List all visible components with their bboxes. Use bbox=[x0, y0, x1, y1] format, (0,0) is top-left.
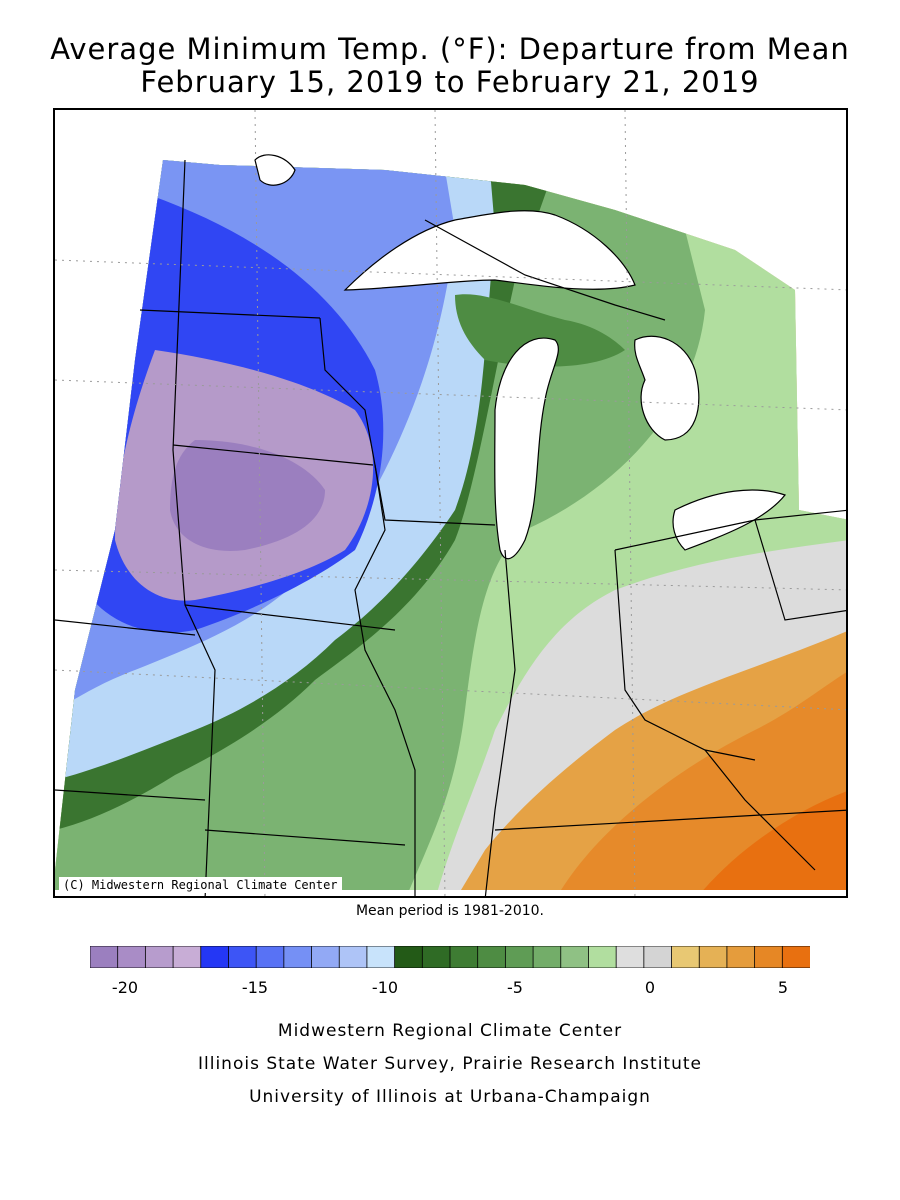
map-title: Average Minimum Temp. (°F): Departure fr… bbox=[50, 32, 850, 66]
legend-tick-label: 5 bbox=[777, 978, 789, 997]
legend-swatch bbox=[311, 946, 341, 968]
legend-swatch bbox=[477, 946, 507, 968]
legend-swatch bbox=[615, 946, 645, 968]
footer-university: University of Illinois at Urbana-Champai… bbox=[249, 1087, 651, 1107]
legend-swatch bbox=[726, 946, 756, 968]
temperature-departure-map bbox=[55, 110, 846, 896]
legend-swatch bbox=[144, 946, 174, 968]
legend-swatch bbox=[228, 946, 258, 968]
grid-lines bbox=[55, 110, 846, 896]
legend-swatch bbox=[449, 946, 479, 968]
legend-swatch bbox=[200, 946, 230, 968]
legend-tick-label: -5 bbox=[507, 978, 523, 997]
legend-swatch bbox=[532, 946, 562, 968]
legend-swatch bbox=[698, 946, 728, 968]
color-legend bbox=[90, 946, 810, 968]
legend-swatch bbox=[588, 946, 618, 968]
legend-swatch bbox=[421, 946, 451, 968]
footer-survey: Illinois State Water Survey, Prairie Res… bbox=[198, 1054, 702, 1074]
legend-swatch bbox=[172, 946, 202, 968]
lake-huron bbox=[634, 335, 700, 441]
state-boundaries bbox=[55, 159, 846, 896]
legend-swatch bbox=[366, 946, 396, 968]
legend-swatch bbox=[781, 946, 810, 968]
legend-swatch bbox=[754, 946, 784, 968]
legend-swatch bbox=[283, 946, 313, 968]
footer-org: Midwestern Regional Climate Center bbox=[277, 1021, 623, 1041]
legend-swatch bbox=[338, 946, 368, 968]
legend-swatch bbox=[117, 946, 147, 968]
legend-tick-label: -15 bbox=[241, 978, 269, 997]
map-credit: (C) Midwestern Regional Climate Center bbox=[59, 877, 342, 893]
lake-michigan bbox=[494, 337, 559, 560]
mean-period-note: Mean period is 1981-2010. bbox=[355, 903, 545, 919]
legend-swatch bbox=[504, 946, 534, 968]
legend-swatch bbox=[394, 946, 424, 968]
legend-swatch bbox=[90, 946, 119, 968]
map-panel: (C) Midwestern Regional Climate Center bbox=[53, 108, 848, 898]
lake-superior bbox=[343, 210, 636, 291]
map-date-range: February 15, 2019 to February 21, 2019 bbox=[140, 65, 760, 99]
legend-tick-label: -10 bbox=[371, 978, 399, 997]
legend-tick-label: -20 bbox=[111, 978, 139, 997]
legend-swatch bbox=[643, 946, 673, 968]
legend-swatch bbox=[560, 946, 590, 968]
legend-swatch bbox=[255, 946, 285, 968]
legend-swatch bbox=[671, 946, 701, 968]
legend-tick-label: 0 bbox=[644, 978, 656, 997]
